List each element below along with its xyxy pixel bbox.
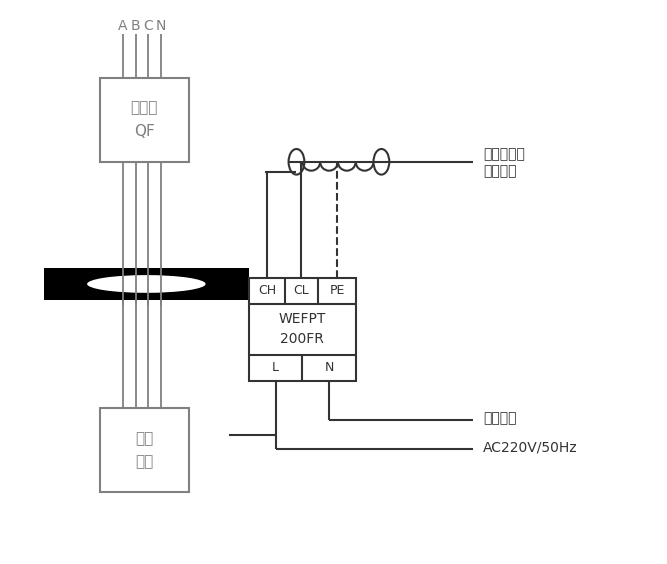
Bar [249, 278, 356, 381]
Text: 至电气火灼: 至电气火灼 [483, 147, 525, 161]
Text: 工作电源: 工作电源 [483, 411, 517, 425]
Bar [100, 408, 189, 492]
Ellipse shape [87, 275, 205, 293]
Text: QF: QF [134, 124, 155, 139]
Ellipse shape [374, 149, 390, 175]
Text: AC220V/50Hz: AC220V/50Hz [483, 440, 578, 455]
Text: CL: CL [293, 284, 309, 297]
Bar [100, 78, 189, 162]
Text: 监控主机: 监控主机 [483, 165, 517, 179]
Text: N: N [324, 361, 334, 374]
Text: L: L [272, 361, 279, 374]
Text: 200FR: 200FR [280, 332, 324, 346]
Text: A: A [118, 19, 127, 33]
Text: 用电: 用电 [135, 431, 153, 446]
Ellipse shape [289, 149, 304, 175]
Text: C: C [143, 19, 153, 33]
Bar [43, 268, 249, 299]
Text: PE: PE [329, 284, 345, 297]
Text: N: N [156, 19, 166, 33]
Text: 设备: 设备 [135, 455, 153, 469]
Text: 断路器: 断路器 [131, 100, 158, 116]
Text: CH: CH [257, 284, 276, 297]
Text: B: B [131, 19, 140, 33]
Text: WEFPT: WEFPT [279, 312, 326, 327]
